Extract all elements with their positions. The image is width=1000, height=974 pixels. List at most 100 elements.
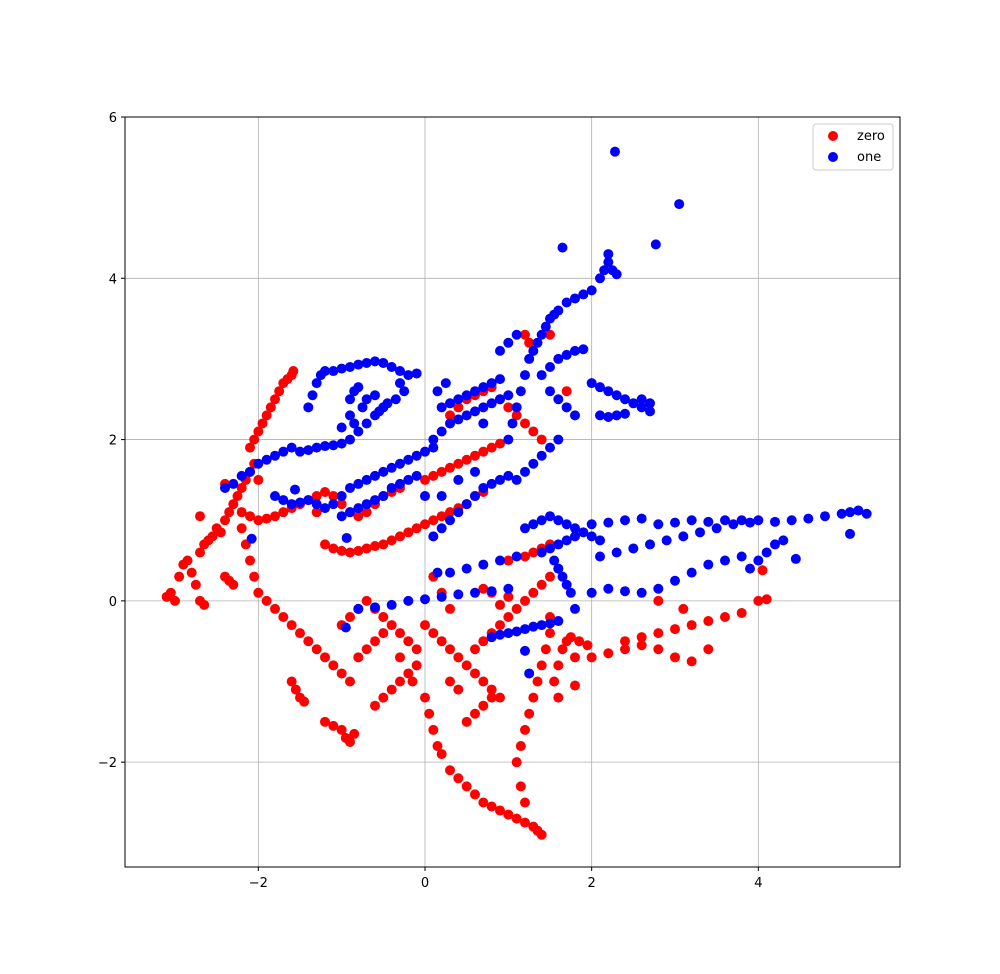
point-one	[353, 603, 364, 614]
point-one	[520, 466, 530, 477]
point-zero	[345, 737, 355, 747]
point-zero	[353, 511, 364, 522]
point-zero	[503, 612, 514, 622]
point-zero	[286, 620, 297, 631]
point-zero	[486, 442, 497, 453]
point-zero	[232, 491, 243, 502]
point-one	[432, 386, 443, 397]
point-zero	[311, 491, 322, 502]
point-one	[686, 515, 697, 526]
point-zero	[445, 462, 455, 473]
point-zero	[311, 644, 322, 655]
point-zero	[224, 507, 235, 518]
point-zero	[520, 817, 530, 828]
point-one	[390, 394, 401, 405]
point-one	[341, 532, 352, 543]
point-one	[553, 539, 564, 550]
point-one	[511, 329, 522, 340]
point-one	[845, 528, 855, 539]
point-zero	[553, 660, 564, 671]
point-zero	[557, 644, 568, 655]
point-zero	[370, 700, 380, 711]
point-one	[486, 586, 497, 597]
point-zero	[299, 696, 310, 707]
point-one	[520, 624, 530, 635]
point-one	[445, 515, 455, 526]
point-one	[453, 507, 464, 518]
point-one	[461, 499, 472, 510]
point-one	[395, 366, 405, 377]
point-zero	[349, 728, 360, 739]
point-one	[386, 482, 397, 493]
point-zero	[236, 507, 247, 518]
point-one	[403, 595, 414, 606]
point-zero	[336, 545, 347, 556]
point-zero	[395, 531, 405, 542]
point-zero	[753, 595, 764, 606]
point-zero	[336, 499, 347, 510]
point-one	[636, 587, 647, 598]
point-zero	[165, 587, 176, 598]
point-one	[461, 563, 472, 574]
point-one	[620, 586, 630, 597]
point-one	[345, 507, 355, 518]
point-zero	[336, 724, 347, 735]
point-zero	[603, 648, 614, 659]
point-zero	[420, 692, 430, 703]
point-one	[661, 535, 672, 546]
point-one	[524, 353, 535, 364]
point-zero	[524, 708, 535, 719]
point-one	[861, 508, 872, 519]
point-one	[536, 370, 547, 381]
point-one	[532, 337, 543, 348]
point-one	[495, 345, 505, 356]
point-one	[720, 515, 730, 526]
point-zero	[328, 491, 339, 502]
point-one	[578, 527, 589, 538]
point-one	[650, 239, 661, 250]
point-zero	[261, 410, 272, 421]
y-tick-label: 2	[109, 434, 117, 449]
point-zero	[670, 624, 680, 635]
point-zero	[436, 466, 447, 477]
point-one	[470, 386, 480, 397]
point-zero	[320, 539, 330, 550]
point-zero	[620, 644, 630, 655]
point-zero	[503, 591, 514, 602]
point-zero	[461, 454, 472, 465]
point-one	[736, 551, 747, 562]
point-one	[836, 508, 847, 519]
point-one	[345, 362, 355, 372]
point-one	[361, 394, 372, 405]
point-one	[403, 474, 414, 485]
point-zero	[545, 329, 555, 340]
point-zero	[453, 684, 464, 695]
point-zero	[328, 543, 339, 554]
point-zero	[199, 599, 210, 610]
point-zero	[361, 507, 372, 518]
point-one	[386, 362, 397, 372]
point-zero	[174, 571, 185, 582]
point-zero	[186, 567, 197, 578]
point-one	[361, 418, 372, 429]
point-one	[353, 503, 364, 514]
point-zero	[540, 644, 551, 655]
point-one	[595, 273, 605, 284]
point-one	[361, 357, 372, 368]
point-one	[378, 357, 389, 368]
point-zero	[378, 628, 389, 639]
point-one	[557, 242, 568, 253]
point-one	[420, 594, 430, 605]
point-zero	[570, 652, 580, 663]
point-one	[686, 567, 697, 578]
point-zero	[445, 410, 455, 421]
point-one	[557, 571, 568, 582]
point-one	[395, 458, 405, 469]
point-one	[545, 618, 555, 629]
point-one	[603, 517, 614, 528]
point-one	[311, 499, 322, 510]
point-one	[511, 474, 522, 485]
point-one	[311, 442, 322, 453]
point-one	[720, 555, 730, 566]
